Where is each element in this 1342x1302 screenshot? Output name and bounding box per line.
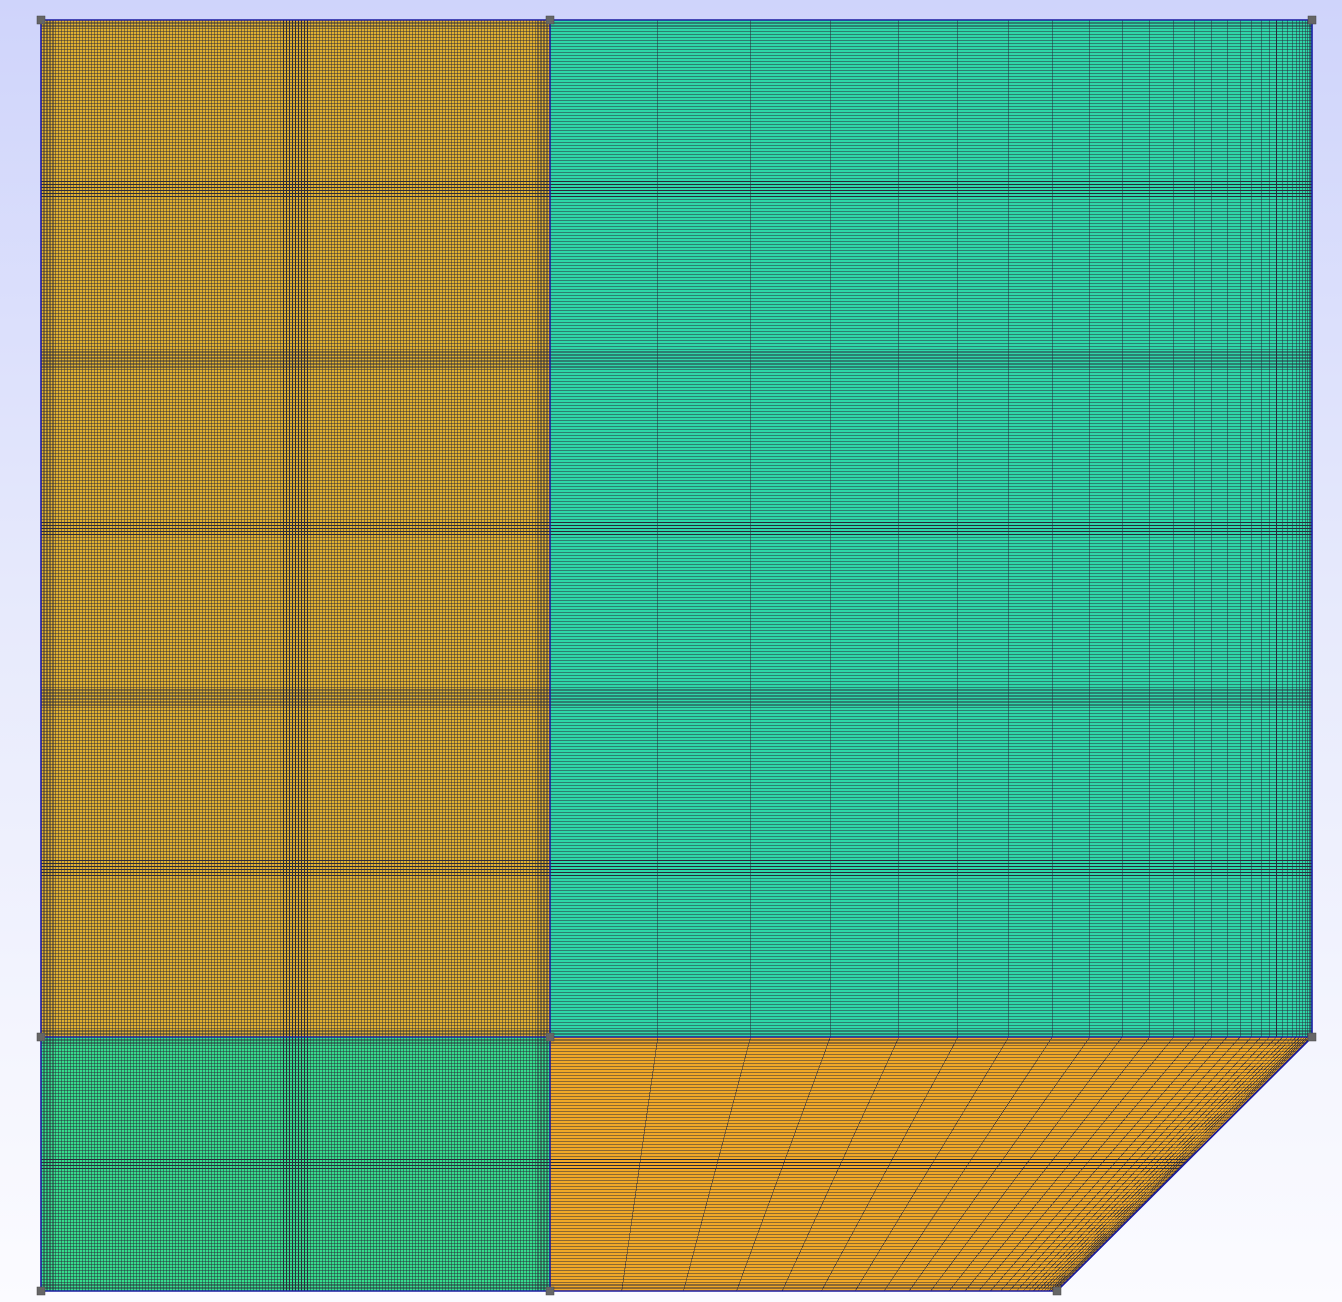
vertex-bottom-middle — [545, 1286, 555, 1296]
mesh-lines-upper-left — [40, 19, 551, 1038]
vertex-mid-left — [36, 1032, 46, 1042]
vertex-mid-right — [1307, 1032, 1317, 1042]
vertex-bottom-chamfer — [1052, 1286, 1062, 1296]
block-vertices-layer — [36, 15, 1317, 1296]
vertex-top-right — [1307, 15, 1317, 25]
vertex-bottom-left — [36, 1286, 46, 1296]
block-edges-layer — [40, 19, 1313, 1292]
block-lower-right-fill — [550, 1037, 1312, 1291]
vertex-top-middle — [545, 15, 555, 25]
vertex-top-left — [36, 15, 46, 25]
mesh-lines-upper-right — [549, 19, 1313, 1038]
domain-outline — [40, 19, 1313, 1292]
vertex-mid-center — [545, 1032, 555, 1042]
